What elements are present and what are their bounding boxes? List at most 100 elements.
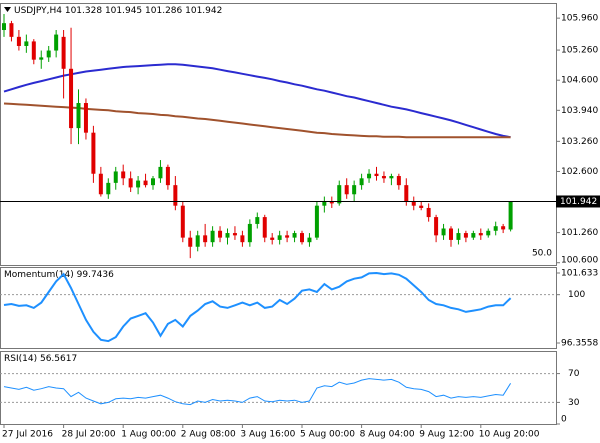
- indicator-value: 56.5617: [40, 354, 77, 364]
- candle-body: [374, 173, 379, 177]
- candle-body: [441, 228, 446, 236]
- candle-body: [9, 23, 14, 37]
- current-price-label: 101.942: [560, 197, 597, 207]
- indicator-value: 99.7436: [77, 270, 114, 280]
- candle-body: [367, 173, 372, 179]
- candle-body: [151, 178, 155, 186]
- candle-body: [389, 176, 394, 179]
- candle-body: [128, 178, 133, 188]
- candle-body: [232, 233, 237, 236]
- candle-body: [180, 205, 185, 238]
- level-label: 30: [568, 398, 580, 408]
- annotation: 50.0: [532, 249, 552, 259]
- y-tick-label: 105.260: [561, 46, 598, 56]
- candle-body: [255, 217, 260, 224]
- candle-body: [419, 205, 424, 208]
- candle-body: [218, 230, 223, 238]
- candle-body: [456, 233, 461, 240]
- candle-body: [307, 237, 312, 243]
- candle-body: [262, 217, 267, 238]
- candle-body: [54, 34, 59, 51]
- indicator-line: [3, 271, 512, 343]
- candle-body: [69, 68, 74, 129]
- last-low: 101.286: [145, 6, 182, 16]
- x-tick-label: 2 Aug 08:00: [181, 430, 236, 440]
- candle-body: [83, 103, 88, 133]
- last-high: 101.945: [105, 6, 142, 16]
- symbol: USDJPY,H4: [14, 6, 62, 16]
- candle-body: [136, 180, 141, 188]
- candle-body: [225, 233, 230, 238]
- candle-body: [508, 201, 513, 230]
- indicator-line: [3, 378, 512, 406]
- candle-body: [411, 201, 416, 206]
- moving-average: [3, 102, 511, 139]
- candle-body: [31, 41, 36, 60]
- candle-body: [404, 185, 409, 202]
- candle-body: [352, 185, 357, 195]
- candle-body: [426, 207, 431, 218]
- candle-body: [300, 233, 304, 243]
- candle-body: [165, 166, 170, 186]
- current-price-box: [556, 195, 600, 208]
- candle-body: [478, 233, 483, 236]
- candle-body: [210, 230, 215, 243]
- x-tick-label: 27 Jul 2016: [2, 430, 53, 440]
- candle-body: [292, 233, 297, 238]
- level-label: 100: [568, 290, 585, 300]
- x-tick-label: 10 Aug 20:00: [479, 430, 540, 440]
- candle-body: [381, 176, 386, 179]
- momentum-panel: [0, 267, 557, 349]
- candle-body: [322, 201, 327, 206]
- y-tick-label: 96.3558: [561, 339, 598, 349]
- candle-body: [285, 235, 290, 238]
- candle-body: [46, 50, 51, 58]
- rsi-title: RSI(14) 56.5617: [4, 354, 77, 364]
- candle-body: [449, 228, 453, 240]
- candle-body: [143, 180, 148, 186]
- candle-body: [2, 23, 6, 31]
- candle-body: [359, 178, 364, 186]
- candle-body: [396, 176, 401, 186]
- candle-body: [16, 36, 21, 46]
- y-tick-label: 105.960: [561, 14, 598, 24]
- candle-body: [247, 223, 252, 243]
- candle-body: [471, 233, 476, 238]
- y-tick-label: 103.940: [561, 106, 598, 116]
- y-tick-label: 103.260: [561, 137, 598, 147]
- candle-body: [486, 230, 491, 236]
- momentum-title: Momentum(14) 99.7436: [4, 270, 114, 280]
- candle-body: [61, 36, 66, 69]
- candle-body: [106, 182, 111, 195]
- candle-body: [98, 173, 103, 195]
- candle-body: [113, 171, 118, 183]
- x-tick-label: 3 Aug 16:00: [240, 430, 295, 440]
- rsi-panel: [0, 351, 557, 425]
- x-tick-label: 8 Aug 04:00: [360, 430, 415, 440]
- x-tick-label: 5 Aug 00:00: [300, 430, 355, 440]
- chart-header: USDJPY,H4 101.328 101.945 101.286 101.94…: [14, 6, 222, 16]
- candle-body: [91, 132, 96, 174]
- candle-body: [270, 237, 275, 240]
- candle-body: [277, 235, 282, 240]
- last-open: 101.328: [65, 6, 102, 16]
- candle-body: [173, 185, 178, 206]
- y-tick-label: 102.600: [561, 167, 598, 177]
- y-tick-label: 101.633: [561, 269, 598, 279]
- price-panel: [0, 3, 557, 266]
- candle-body: [188, 237, 193, 247]
- candle-body: [195, 235, 200, 247]
- candle-body: [203, 235, 208, 243]
- menu-icon: [4, 7, 11, 12]
- moving-average: [3, 63, 511, 139]
- y-tick-label: 0: [561, 415, 567, 425]
- candle-body: [329, 201, 334, 204]
- y-tick-label: 100.600: [561, 256, 598, 266]
- indicator-name: Momentum(14): [4, 270, 74, 280]
- candle-body: [240, 235, 245, 243]
- x-tick-label: 9 Aug 12:00: [419, 430, 474, 440]
- candle-body: [39, 57, 44, 60]
- candle-body: [314, 205, 319, 238]
- level-label: 70: [568, 369, 580, 379]
